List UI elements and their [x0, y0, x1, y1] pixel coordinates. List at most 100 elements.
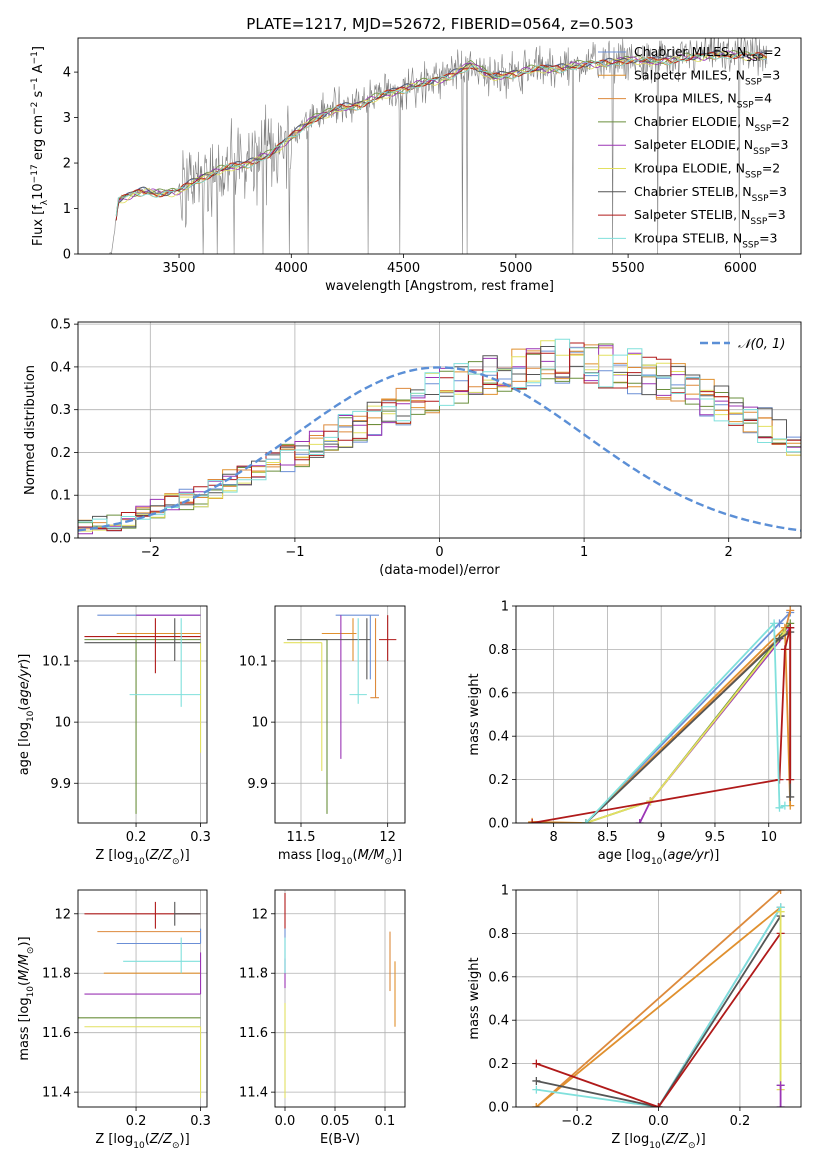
mass-vs-Z-xlabel: Z [log10(Z/Z⊙)]	[95, 1132, 189, 1151]
y-tick-label: 3	[63, 111, 71, 126]
y-tick-label: 0.1	[50, 489, 71, 504]
plus-marker	[775, 634, 784, 643]
x-tick-label: 0.0	[648, 1114, 669, 1129]
y-tick-label: 9.9	[247, 777, 268, 792]
plus-marker	[532, 1085, 541, 1094]
y-tick-label: 10.1	[42, 655, 71, 670]
y-tick-label: 10.1	[239, 655, 268, 670]
x-tick-label: 0.2	[126, 830, 147, 845]
legend-label: Chabrier MILES, NSSP=2	[634, 44, 782, 64]
errorbar-STELIB_Salpeter	[84, 618, 201, 674]
spectrum-axes: 3500 4000 4500 5000 5500 6000 0 1 2 3 4 Chabrier MI…	[30, 37, 802, 294]
massweight-line-STELIB_Salpeter	[528, 623, 795, 823]
y-tick-label: 0.6	[488, 970, 509, 985]
axes-frame	[515, 605, 802, 824]
massweight-vs-age-xlabel: age [log10(age/yr)]	[598, 848, 720, 867]
x-tick-label: 0.2	[730, 1114, 751, 1129]
x-tick-label: 0	[435, 545, 443, 560]
normal-curve	[78, 366, 801, 532]
axes-frame	[77, 37, 802, 255]
y-tick-label: 0.2	[50, 446, 71, 461]
age_vs_mass-axes: 11.5 12 9.9 10 10.1 mass [log10(M/M⊙)]	[239, 605, 406, 867]
plus-marker	[786, 792, 795, 801]
plus-marker	[780, 645, 789, 654]
y-tick-label: 11.4	[42, 1086, 71, 1101]
residuals-xlabel: (data-model)/error	[379, 563, 500, 578]
axes-frame	[77, 605, 208, 824]
errorbar-STELIB_Salpeter	[84, 901, 201, 929]
y-tick-label: 12	[54, 907, 71, 922]
y-tick-label: 1	[63, 202, 71, 217]
y-tick-label: 9.9	[50, 777, 71, 792]
x-tick-label: −2	[141, 545, 160, 560]
histogram-STELIB_Kroupa	[78, 338, 801, 529]
x-tick-label: 4500	[387, 261, 420, 276]
legend-label: Chabrier ELODIE, NSSP=2	[634, 114, 790, 134]
x-tick-label: 6000	[724, 261, 757, 276]
plus-marker	[770, 619, 779, 628]
plus-marker	[786, 623, 795, 632]
residuals-ylabel: Normed distribution	[23, 365, 38, 495]
errorbar-MILES_Chabrier	[335, 614, 379, 680]
y-tick-label: 10	[54, 716, 71, 731]
spectrum-legend: Chabrier MILES, NSSP=2 Salpeter MILES, NS…	[598, 44, 790, 250]
mass-vs-Z-ylabel: mass [log10(M/M⊙)]	[17, 936, 36, 1060]
massweight_vs_Z-plot-area	[532, 890, 785, 1107]
plus-marker	[532, 1076, 541, 1085]
plus-marker	[581, 819, 590, 823]
massweight_vs_Z-axes: −0.2 0.0 0.2 0.0 0.2 0.4 0.6 0.8 1 Z [log10(Z/Z⊙)…	[467, 884, 802, 1151]
x-tick-label: 0.05	[321, 1114, 350, 1129]
axes-frame	[274, 889, 406, 1108]
massweight-vs-age-ylabel: mass weight	[467, 673, 482, 755]
axes-frame	[274, 605, 406, 824]
y-tick-label: 0.4	[488, 730, 509, 745]
x-tick-label: 9.5	[705, 830, 726, 845]
x-tick-label: 0.1	[375, 1114, 396, 1129]
errorbar-ELODIE_Chabrier	[84, 639, 201, 814]
plus-marker	[532, 1103, 541, 1107]
plus-marker	[528, 819, 537, 823]
y-tick-label: 11.8	[239, 967, 268, 982]
plus-marker	[635, 819, 644, 823]
mass-vs-EBV-xlabel: E(B-V)	[320, 1132, 360, 1147]
errorbar-STELIB_Chabrier	[174, 901, 201, 926]
x-tick-label: 0.3	[190, 830, 211, 845]
plus-marker	[654, 1103, 663, 1107]
x-tick-label: 2	[725, 545, 733, 560]
y-tick-label: 0.5	[50, 318, 71, 333]
spectrum-ylabel: Flux [fλ10−17 erg cm−2 s−1 A−1]	[30, 46, 50, 246]
plus-marker	[776, 1081, 785, 1090]
massweight-line-ELODIE_Salpeter	[776, 1081, 785, 1107]
residuals-plot-area	[78, 338, 801, 538]
y-tick-label: 0.3	[50, 403, 71, 418]
y-tick-label: 11.8	[42, 967, 71, 982]
plus-marker	[780, 801, 789, 810]
errorbar-STELIB_Chabrier	[287, 618, 371, 680]
x-tick-label: 0.2	[126, 1114, 147, 1129]
y-tick-label: 0.6	[488, 686, 509, 701]
y-tick-label: 1	[501, 884, 509, 899]
y-tick-label: 0.2	[488, 773, 509, 788]
x-tick-label: 4000	[275, 261, 308, 276]
model-spectrum-STELIB_Salpeter	[115, 51, 768, 221]
errorbar-MILES_Chabrier	[116, 928, 202, 945]
y-tick-label: 10	[251, 716, 268, 731]
x-tick-label: −0.2	[561, 1114, 593, 1129]
x-tick-label: −1	[285, 545, 304, 560]
x-tick-label: 11.5	[287, 830, 316, 845]
legend-label: Salpeter STELIB, NSSP=3	[634, 207, 786, 227]
model-spectrum-STELIB_Kroupa	[115, 52, 768, 217]
x-tick-label: 8.5	[597, 830, 618, 845]
errorbar-ELODIE_Chabrier	[287, 639, 328, 814]
massweight-line-ELODIE_Kroupa	[776, 907, 785, 1094]
legend-label: Salpeter MILES, NSSP=3	[634, 67, 780, 87]
massweight-line-STELIB_Kroupa	[581, 619, 789, 823]
legend-label: 𝒩(0, 1)	[738, 337, 785, 352]
x-tick-label: 0.0	[275, 1114, 296, 1129]
errorbar-STELIB_Kroupa	[349, 618, 367, 704]
x-tick-label: 10	[760, 830, 777, 845]
legend-label: Kroupa MILES, NSSP=4	[634, 91, 772, 111]
y-tick-label: 0.2	[488, 1057, 509, 1072]
x-tick-label: 5000	[499, 261, 532, 276]
